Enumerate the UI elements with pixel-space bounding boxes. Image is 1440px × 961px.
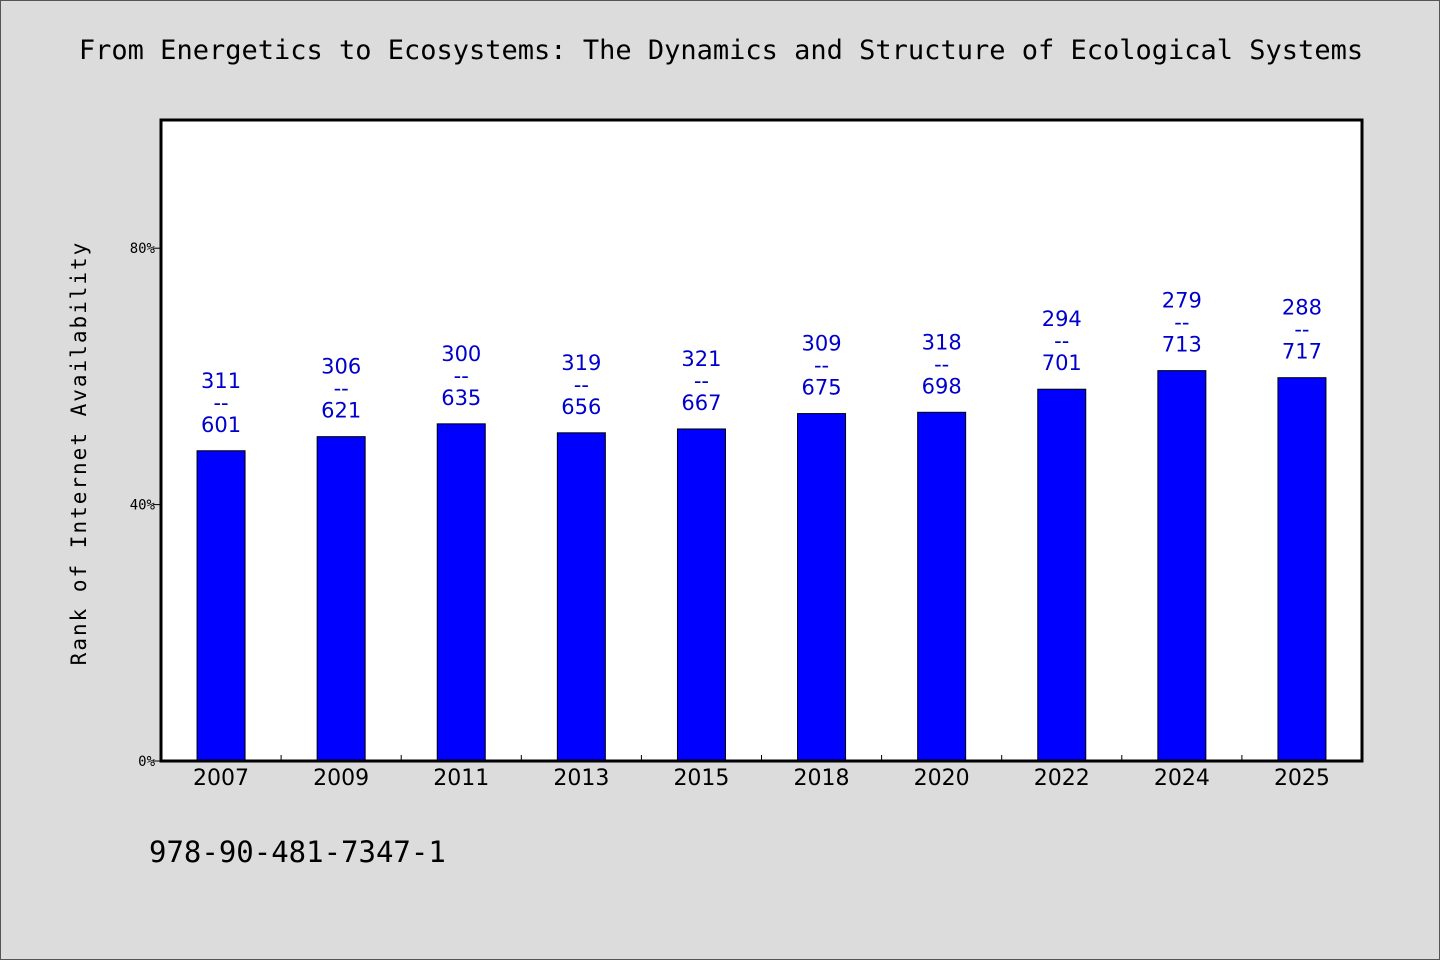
data-label: 667 <box>681 391 721 415</box>
chart-title: From Energetics to Ecosystems: The Dynam… <box>78 35 1364 66</box>
x-tick-label: 2015 <box>673 766 729 791</box>
bar <box>917 411 967 762</box>
data-label: 713 <box>1162 333 1202 357</box>
data-label: 635 <box>441 386 481 410</box>
data-label: 321 <box>681 347 721 371</box>
data-label: 279 <box>1162 289 1202 313</box>
bar <box>316 436 366 762</box>
x-tick-label: 2022 <box>1034 766 1090 791</box>
data-label: 288 <box>1282 296 1322 320</box>
bar <box>1037 388 1087 762</box>
bar <box>556 432 606 762</box>
data-label: -- <box>814 354 829 378</box>
x-tick-label: 2018 <box>794 766 850 791</box>
data-label: -- <box>454 364 469 388</box>
data-label: 621 <box>321 399 361 423</box>
data-label: -- <box>213 391 228 415</box>
x-tick-label: 2009 <box>313 766 369 791</box>
data-label: -- <box>1054 329 1069 353</box>
x-tick-label: 2007 <box>193 766 249 791</box>
data-label: 294 <box>1042 307 1082 331</box>
data-label: -- <box>1174 311 1189 335</box>
data-label: 717 <box>1282 340 1322 364</box>
y-tick-label: 0% <box>138 754 155 770</box>
data-label: 656 <box>561 395 601 419</box>
data-label: 318 <box>922 330 962 354</box>
data-label: -- <box>574 373 589 397</box>
plot-border <box>159 118 1364 763</box>
data-label: -- <box>694 369 709 393</box>
data-label: 319 <box>561 351 601 375</box>
data-label: -- <box>934 352 949 376</box>
bar <box>1157 370 1207 762</box>
bar <box>196 450 246 762</box>
y-tick-label: 80% <box>130 241 156 257</box>
data-label: 306 <box>321 355 361 379</box>
data-label: -- <box>1294 318 1309 342</box>
x-tick-label: 2013 <box>553 766 609 791</box>
data-label: 311 <box>201 369 241 393</box>
data-label: 300 <box>441 342 481 366</box>
bar <box>797 413 847 762</box>
data-label: 309 <box>802 332 842 356</box>
data-label: 701 <box>1042 351 1082 375</box>
data-label: 675 <box>802 376 842 400</box>
x-tick-label: 2024 <box>1154 766 1210 791</box>
bar <box>436 423 486 762</box>
x-tick-label: 2020 <box>914 766 970 791</box>
bar <box>1277 377 1327 762</box>
bar <box>676 428 726 762</box>
x-tick-label: 2025 <box>1274 766 1330 791</box>
y-tick-label: 40% <box>130 498 156 514</box>
isbn-text: 978-90-481-7347-1 <box>149 835 446 869</box>
x-tick-label: 2011 <box>433 766 489 791</box>
data-label: 698 <box>922 374 962 398</box>
data-label: 601 <box>201 413 241 437</box>
data-label: -- <box>334 377 349 401</box>
